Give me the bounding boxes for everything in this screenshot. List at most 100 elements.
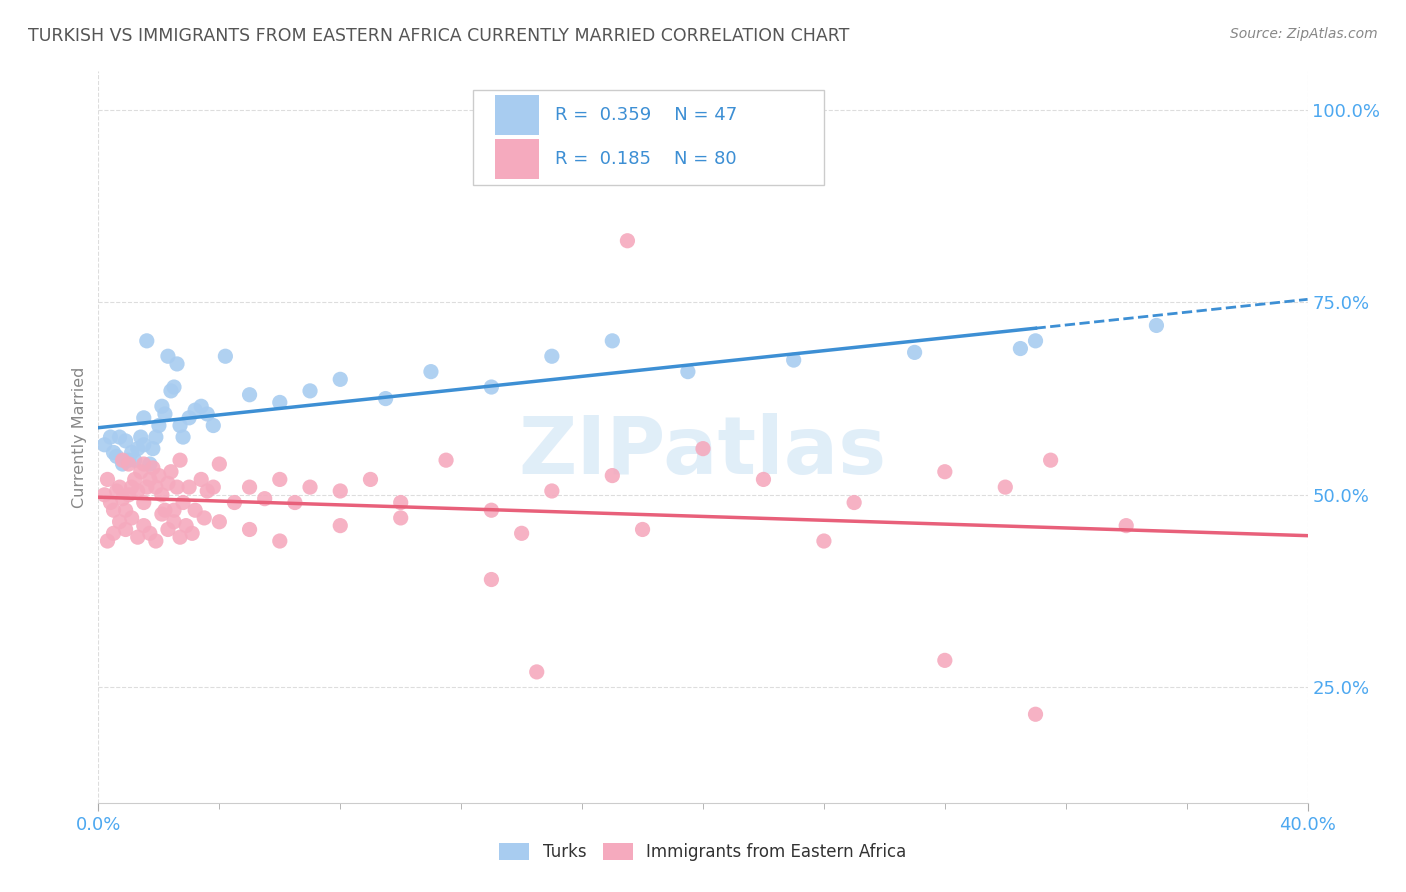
Point [105,450,128,464]
Point [208,457,231,471]
Point [329,518,352,533]
Point [616,234,638,248]
Point [269,395,291,409]
Point [129,465,152,479]
Point [96,472,118,486]
Point [844,495,866,509]
Point [540,483,562,498]
Point [153,503,176,517]
Point [481,380,503,394]
Point [127,442,149,456]
Point [118,457,141,471]
Point [239,523,262,537]
Point [145,534,167,549]
Point [1024,334,1046,348]
Point [153,407,176,421]
Point [150,507,173,521]
Point [127,483,149,498]
Point [184,403,207,417]
Point [108,515,131,529]
Point [1010,342,1032,356]
Point [142,461,165,475]
Point [163,515,186,529]
Point [752,472,775,486]
Point [299,384,322,398]
Point [481,503,503,517]
Point [481,573,503,587]
Point [169,453,191,467]
Point [166,357,188,371]
Point [166,480,188,494]
Point [202,418,225,433]
Point [160,465,183,479]
Point [602,334,624,348]
Point [163,380,186,394]
Point [269,534,291,549]
Point [172,430,194,444]
Point [93,438,115,452]
Y-axis label: Currently Married: Currently Married [72,367,87,508]
Point [103,503,125,517]
Point [114,523,136,537]
Point [208,515,231,529]
Point [139,457,162,471]
Point [174,518,197,533]
Point [214,349,236,363]
Point [114,434,136,448]
Point [1115,518,1137,533]
Point [329,372,352,386]
Point [156,349,179,363]
Text: TURKISH VS IMMIGRANTS FROM EASTERN AFRICA CURRENTLY MARRIED CORRELATION CHART: TURKISH VS IMMIGRANTS FROM EASTERN AFRIC… [28,27,849,45]
Point [526,665,548,679]
Point [160,384,183,398]
Point [631,523,654,537]
Point [783,353,806,368]
Point [121,480,143,494]
Point [239,480,262,494]
Point [179,480,201,494]
Point [169,418,191,433]
Point [139,526,162,541]
Point [124,472,146,486]
Point [145,480,167,494]
Point [121,511,143,525]
Point [111,491,134,506]
Point [994,480,1017,494]
Point [179,410,201,425]
Point [156,476,179,491]
Point [195,407,218,421]
Point [934,465,956,479]
Point [202,480,225,494]
Point [105,483,128,498]
Point [132,457,155,471]
Point [100,495,122,509]
Legend: Turks, Immigrants from Eastern Africa: Turks, Immigrants from Eastern Africa [492,836,914,868]
Point [139,472,162,486]
Point [360,472,382,486]
Point [100,430,122,444]
Point [103,445,125,459]
Point [124,453,146,467]
Point [193,511,215,525]
Point [329,483,352,498]
Point [135,334,157,348]
Point [121,445,143,459]
Point [111,453,134,467]
Point [284,495,307,509]
Point [510,526,533,541]
Bar [495,95,538,136]
Point [118,453,141,467]
Point [692,442,714,456]
Point [195,483,218,498]
Point [934,653,956,667]
Point [434,453,457,467]
Point [269,472,291,486]
Point [1024,707,1046,722]
Point [169,530,191,544]
Point [150,399,173,413]
Point [132,518,155,533]
Point [132,438,155,452]
Point [132,495,155,509]
Point [148,418,170,433]
Point [374,392,396,406]
